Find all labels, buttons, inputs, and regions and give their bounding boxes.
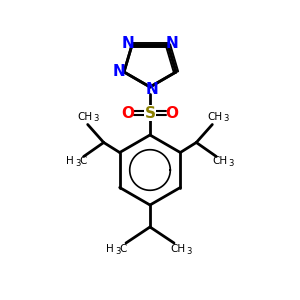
Text: CH: CH	[208, 112, 223, 122]
Text: CH: CH	[170, 244, 186, 254]
Text: N: N	[146, 82, 158, 97]
Text: S: S	[145, 106, 155, 121]
Text: 3: 3	[75, 159, 80, 168]
Text: 3: 3	[224, 114, 229, 123]
Text: S: S	[145, 106, 155, 121]
Text: O: O	[166, 106, 178, 121]
Text: N: N	[112, 64, 125, 79]
Text: C: C	[119, 244, 127, 254]
Text: N: N	[166, 37, 178, 52]
Text: 3: 3	[93, 114, 98, 123]
Text: 3: 3	[115, 247, 121, 256]
Text: O: O	[122, 106, 134, 121]
Text: CH: CH	[77, 112, 92, 122]
Text: N: N	[122, 37, 134, 52]
Text: 3: 3	[186, 247, 192, 256]
Text: CH: CH	[213, 157, 228, 166]
Text: H: H	[66, 157, 74, 166]
Text: C: C	[79, 157, 86, 166]
Text: H: H	[106, 244, 114, 254]
Text: 3: 3	[229, 159, 234, 168]
